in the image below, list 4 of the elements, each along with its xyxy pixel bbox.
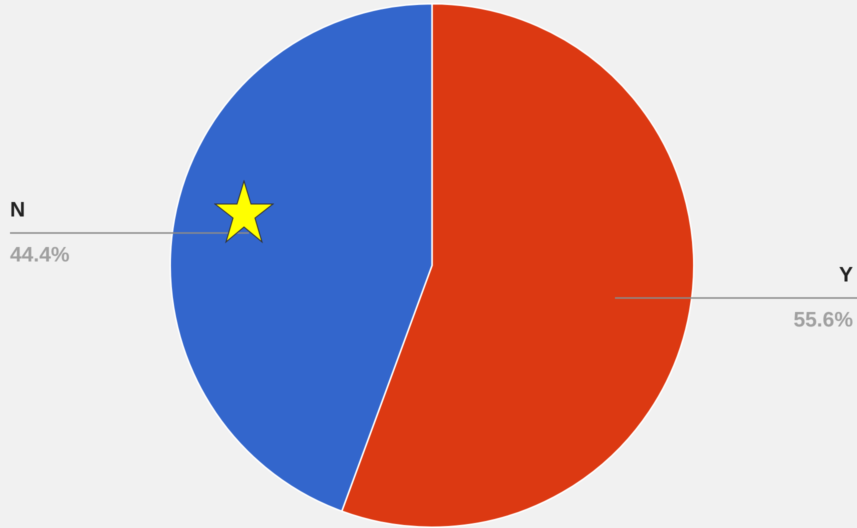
- data-label: 55.6%: [793, 308, 854, 332]
- data-label: 44.4%: [10, 243, 70, 266]
- slice-label: Y: [838, 263, 853, 286]
- slice-label: N: [10, 198, 26, 222]
